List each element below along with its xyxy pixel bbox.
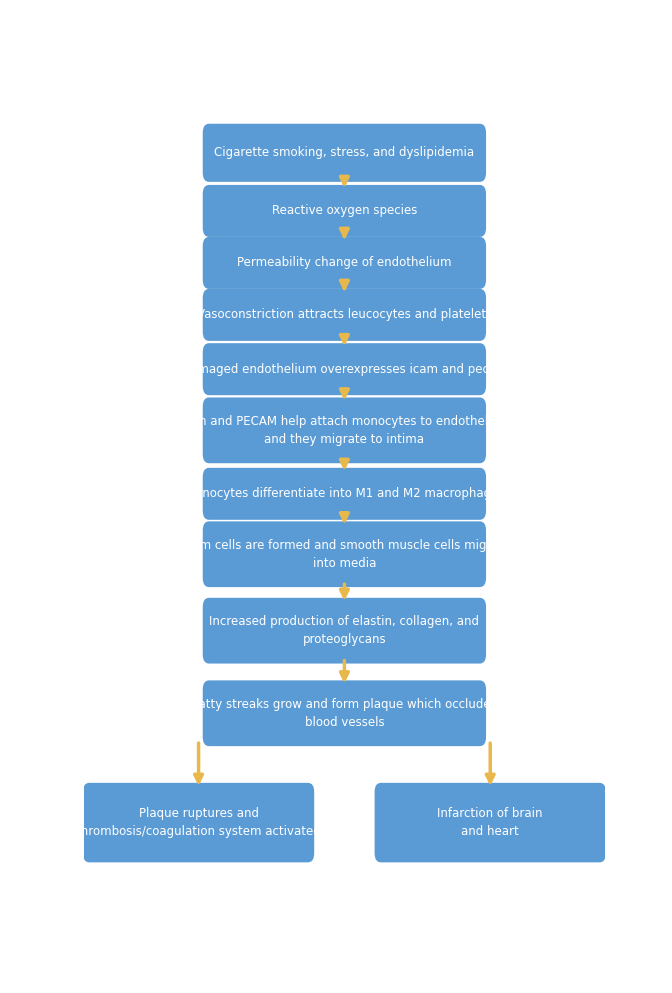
FancyBboxPatch shape xyxy=(203,344,486,395)
Text: Plaque ruptures and
thrombosis/coagulation system activated: Plaque ruptures and thrombosis/coagulati… xyxy=(76,807,321,838)
FancyBboxPatch shape xyxy=(203,397,486,463)
FancyBboxPatch shape xyxy=(203,289,486,341)
Text: Foam cells are formed and smooth muscle cells migrate
into media: Foam cells are formed and smooth muscle … xyxy=(179,539,510,570)
FancyBboxPatch shape xyxy=(203,124,486,182)
Text: Vasoconstriction attracts leucocytes and platelets: Vasoconstriction attracts leucocytes and… xyxy=(197,309,492,322)
Text: Reactive oxygen species: Reactive oxygen species xyxy=(271,205,417,217)
Text: Fatty streaks grow and form plaque which occludes
blood vessels: Fatty streaks grow and form plaque which… xyxy=(192,698,497,729)
FancyBboxPatch shape xyxy=(203,680,486,746)
FancyBboxPatch shape xyxy=(83,782,314,862)
FancyBboxPatch shape xyxy=(203,185,486,237)
Text: Increased production of elastin, collagen, and
proteoglycans: Increased production of elastin, collage… xyxy=(210,616,479,646)
Text: Damaged endothelium overexpresses icam and pecam: Damaged endothelium overexpresses icam a… xyxy=(181,362,508,375)
FancyBboxPatch shape xyxy=(203,598,486,663)
FancyBboxPatch shape xyxy=(203,521,486,587)
FancyBboxPatch shape xyxy=(203,237,486,289)
Text: Permeability change of endothelium: Permeability change of endothelium xyxy=(237,256,452,269)
Text: Cigarette smoking, stress, and dyslipidemia: Cigarette smoking, stress, and dyslipide… xyxy=(214,146,474,159)
Text: Monocytes differentiate into M1 and M2 macrophages: Monocytes differentiate into M1 and M2 m… xyxy=(185,488,504,500)
FancyBboxPatch shape xyxy=(374,782,606,862)
Text: Icam and PECAM help attach monocytes to endothelium
and they migrate to intima: Icam and PECAM help attach monocytes to … xyxy=(178,415,511,446)
FancyBboxPatch shape xyxy=(203,468,486,519)
Text: Infarction of brain
and heart: Infarction of brain and heart xyxy=(437,807,543,838)
